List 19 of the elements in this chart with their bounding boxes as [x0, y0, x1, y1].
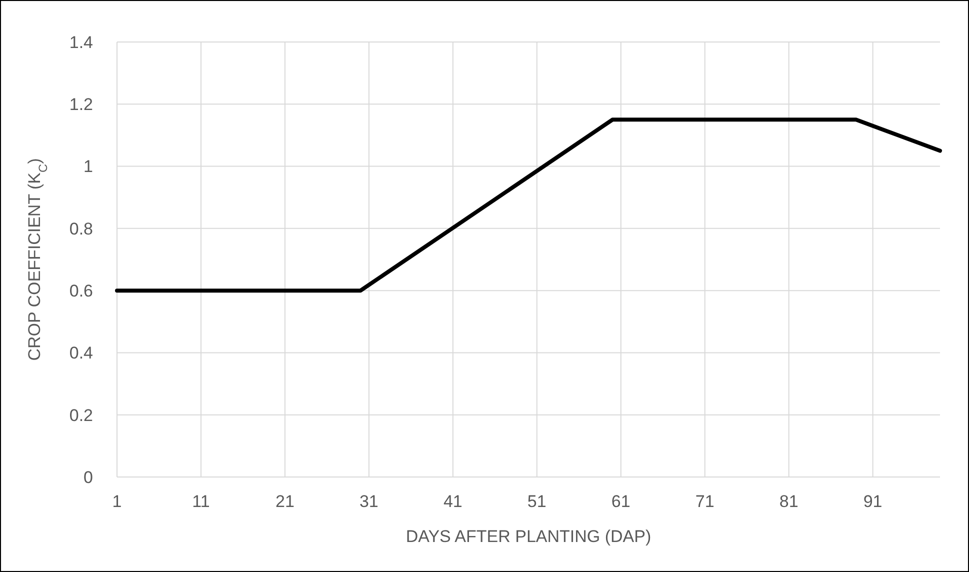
- x-tick-label: 51: [527, 492, 546, 511]
- x-tick-label: 61: [611, 492, 630, 511]
- x-tick-label: 31: [359, 492, 378, 511]
- x-tick-label: 21: [276, 492, 294, 511]
- y-tick-label: 0.8: [69, 219, 93, 238]
- y-tick-label: 0: [84, 468, 93, 487]
- x-tick-label: 1: [112, 492, 122, 511]
- y-tick-label: 1.4: [69, 32, 93, 52]
- y-tick-label: 0.2: [69, 406, 93, 425]
- x-tick-label: 71: [695, 492, 714, 511]
- x-tick-label: 41: [443, 492, 462, 511]
- x-tick-label: 81: [779, 492, 798, 511]
- y-tick-label: 0.4: [69, 344, 93, 363]
- x-tick-label: 11: [192, 492, 210, 511]
- y-tick-label: 1.2: [69, 95, 93, 114]
- x-tick-label: 91: [863, 492, 882, 511]
- y-tick-label: 1: [84, 157, 93, 176]
- y-tick-label: 0.6: [69, 282, 93, 301]
- x-axis-title: DAYS AFTER PLANTING (DAP): [406, 527, 652, 546]
